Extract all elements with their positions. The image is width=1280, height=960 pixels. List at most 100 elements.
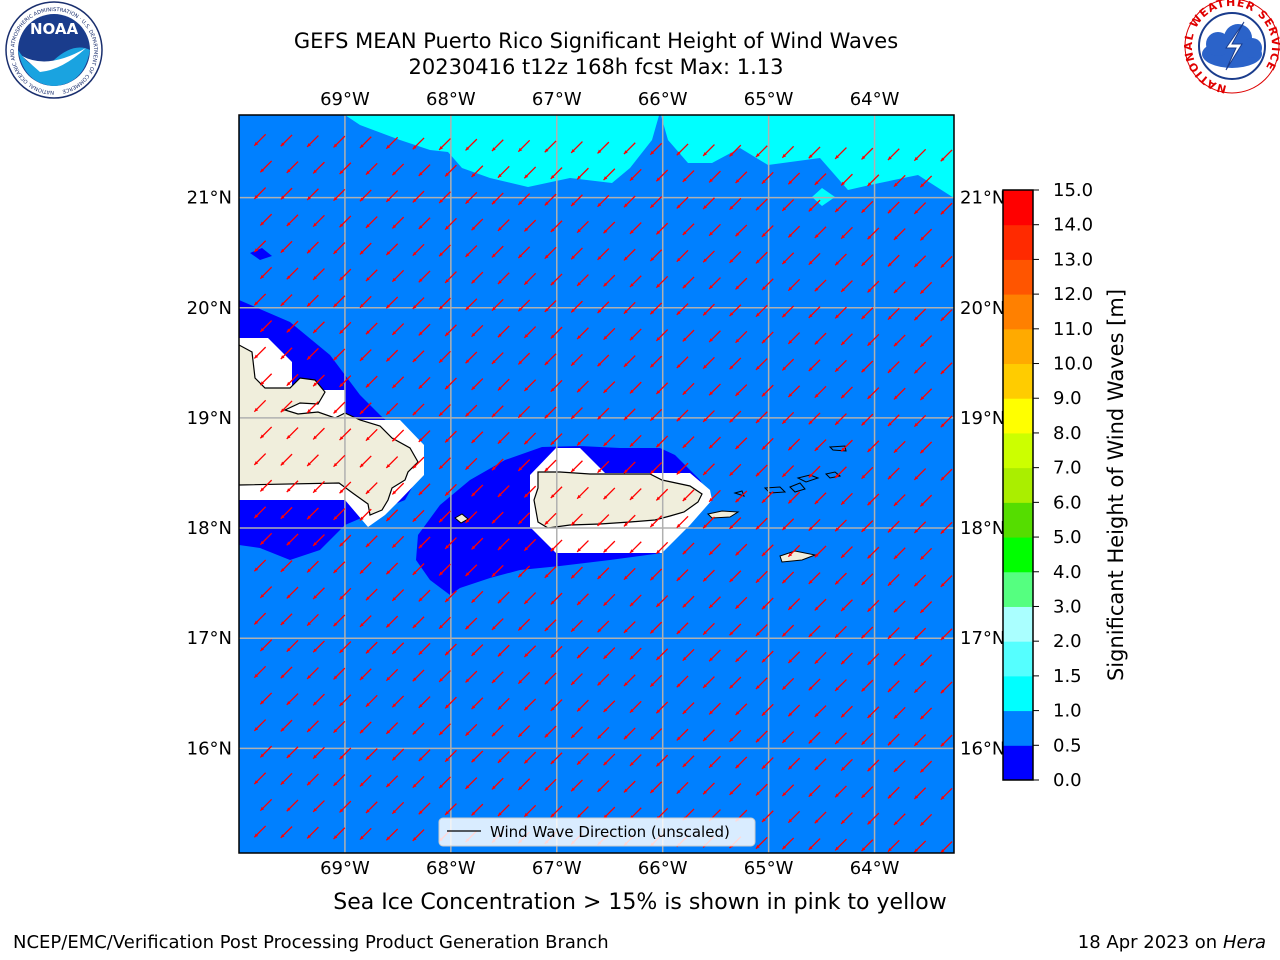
wave-vector [761,171,774,185]
wave-vector [893,440,906,454]
wave-vector [523,166,537,179]
wave-vector [655,382,669,395]
wave-vector [808,359,821,372]
wave-vector [682,382,695,396]
wave-vector [735,596,748,610]
wave-vector [629,647,642,660]
wave-vector [940,309,953,322]
wave-vector [491,618,504,631]
wave-vector [333,774,346,787]
wave-vector [755,517,768,530]
wave-vector [465,617,478,630]
wave-vector [893,706,906,720]
wave-vector [603,487,616,500]
wave-vector [787,438,801,451]
wave-vector [517,139,531,153]
wave-vector [887,254,900,267]
wave-vector [808,199,821,212]
wave-vector [259,320,273,333]
wave-vector [523,326,537,339]
wave-vector [359,242,372,255]
wave-vector [682,170,695,183]
wave-vector [438,457,451,470]
wave-vector [676,249,689,263]
wave-vector [418,217,431,230]
wave-vector [391,376,405,389]
wave-vector [676,515,689,529]
wave-vector [286,427,299,440]
wave-vector [755,836,768,850]
wave-vector [280,772,293,786]
wave-vector [840,439,853,452]
wave-vector [306,454,319,467]
wave-vector [306,667,319,680]
wave-vector [603,274,616,287]
wave-vector [312,161,325,174]
wave-vector [312,268,325,281]
bottom-lon-tick-label: 68°W [426,858,476,879]
wave-vector [887,361,900,374]
wave-vector [259,213,273,226]
wave-vector [491,245,504,258]
wave-vector [708,489,721,503]
wave-vector [913,255,927,268]
wave-vector [755,411,768,424]
wave-vector [913,840,927,853]
wave-vector [708,436,721,449]
wave-vector [940,202,953,215]
wave-vector [840,599,853,612]
wave-vector [735,330,748,344]
wave-vector [359,721,372,734]
wave-vector [438,297,451,310]
wave-vector [655,222,669,235]
sea-ice-caption: Sea Ice Concentration > 15% is shown in … [333,890,947,915]
colorbar-label: Significant Height of Wind Waves [m] [1104,288,1128,682]
wave-vector [312,587,325,600]
wave-vector [676,303,689,316]
wave-vector [306,241,319,254]
colorbar-segment-2.0-3.0 [1003,606,1033,642]
wave-vector [471,218,484,231]
wave-vector [570,194,583,207]
wave-vector [787,810,801,824]
wave-vector [781,624,795,637]
wave-vector [444,696,457,709]
wave-vector [359,349,372,362]
wave-vector [755,624,768,637]
wave-vector [913,414,927,428]
wave-vector [523,219,537,232]
wave-vector [913,734,927,747]
wave-vector [834,838,847,851]
wave-vector [867,174,880,187]
wave-vector [781,465,795,478]
wave-vector [517,671,531,685]
wave-vector [629,488,642,501]
wave-vector [729,729,742,743]
wave-vector [312,640,325,653]
wave-vector [867,333,880,347]
wave-vector [544,512,557,526]
wave-vector [544,406,557,419]
wave-vector [497,591,510,604]
wave-vector [438,191,451,204]
wave-vector [729,623,742,636]
wave-vector [359,668,372,681]
wave-vector [597,673,610,686]
map-legend: Wind Wave Direction (unscaled) [438,817,756,847]
wave-vector [787,172,801,185]
wave-vector [365,588,378,601]
wave-vector [597,620,610,633]
wave-vector [629,754,642,767]
left-lat-tick-label: 17°N [187,628,232,649]
wave-vector [339,587,352,601]
wave-vector [597,301,610,314]
wave-vector [312,693,325,706]
wave-vector [623,567,636,581]
wave-vector [867,387,880,400]
wave-vector [761,225,774,238]
wave-vector [649,781,663,794]
wave-vector [603,753,616,766]
wave-vector [808,838,821,851]
wave-vector [544,619,557,632]
wave-vector [333,561,346,574]
